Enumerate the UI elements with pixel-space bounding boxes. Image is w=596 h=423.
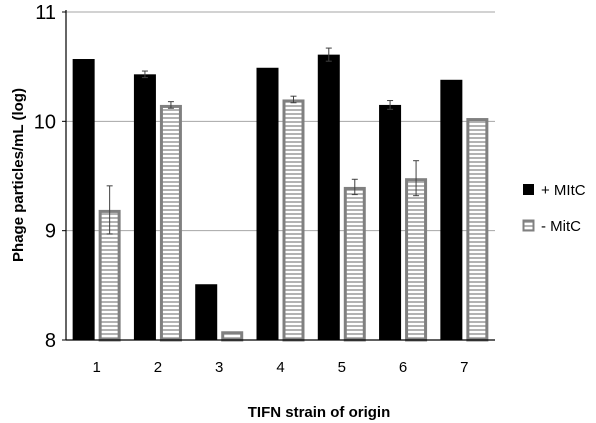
x-category-label: 1	[92, 359, 100, 376]
bar-plus-mitc	[195, 284, 218, 340]
bar-minus-mitc	[466, 118, 489, 342]
x-axis-title: TIFN strain of origin	[248, 404, 391, 421]
legend: + MItC - MitC	[522, 182, 586, 235]
legend-label-minus-mitc: - MitC	[541, 218, 581, 235]
y-axis-title: Phage particles/mL (log)	[10, 88, 27, 262]
y-tick-label: 9	[45, 221, 56, 243]
x-category-label: 5	[338, 359, 346, 376]
x-category-label: 7	[460, 359, 468, 376]
bars	[72, 54, 489, 342]
bar-plus-mitc	[440, 79, 463, 340]
error-bars	[106, 47, 420, 235]
x-axis-categories: 1 2 3 4 5 6 7	[92, 359, 468, 376]
x-category-label: 3	[215, 359, 223, 376]
bar-minus-mitc	[282, 99, 305, 342]
bar-plus-mitc	[133, 74, 156, 340]
bar-plus-mitc	[72, 59, 95, 340]
bar-plus-mitc	[256, 67, 279, 340]
bar-minus-mitc	[343, 186, 366, 342]
bar-minus-mitc	[405, 178, 428, 342]
legend-swatch-plus-mitc	[523, 184, 534, 195]
y-axis-ticks: 8 9 10 11	[34, 2, 66, 352]
bar-minus-mitc	[159, 104, 182, 342]
y-tick-label: 10	[34, 111, 56, 133]
x-category-label: 4	[276, 359, 284, 376]
gridlines	[66, 11, 495, 232]
x-category-label: 6	[399, 359, 407, 376]
y-tick-label: 8	[45, 330, 56, 352]
legend-label-plus-mitc: + MItC	[541, 182, 586, 199]
y-tick-label: 11	[35, 2, 56, 24]
x-category-label: 2	[154, 359, 162, 376]
bar-plus-mitc	[379, 104, 402, 340]
bar-minus-mitc	[221, 331, 244, 342]
legend-swatch-minus-mitc	[522, 219, 535, 232]
bar-plus-mitc	[317, 54, 340, 340]
